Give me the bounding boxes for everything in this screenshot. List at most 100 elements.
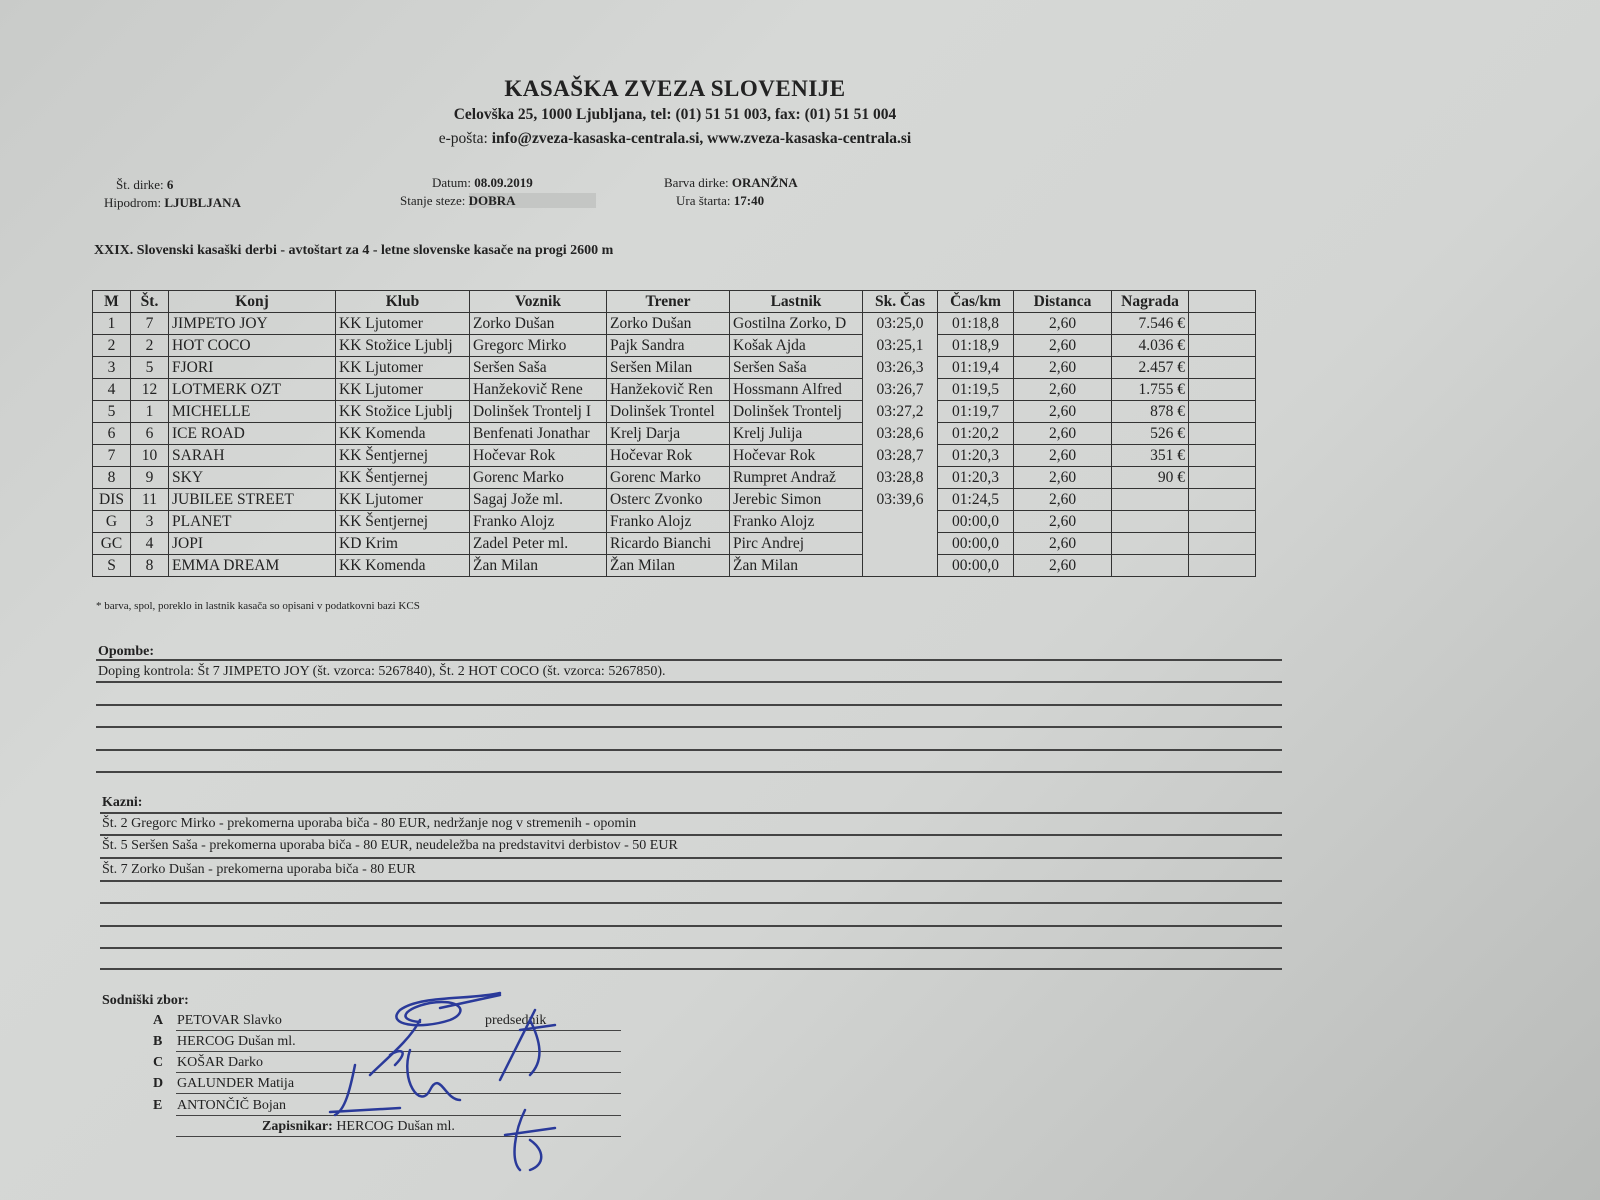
penalties-label: Kazni: (102, 795, 143, 810)
cell-club: KK Šentjernej (335, 466, 470, 489)
ruled-line (96, 659, 1282, 661)
penalty-line: Št. 7 Zorko Dušan - prekomerna uporaba b… (102, 862, 416, 877)
cell-total-time: 03:28,6 (862, 422, 938, 445)
recorder-label: Zapisnikar: (262, 1119, 333, 1134)
table-row: 3 5 FJORI KK Ljutomer Seršen Saša Seršen Mila… (92, 356, 1256, 379)
cell-trainer: Ricardo Bianchi (606, 532, 730, 555)
notes-label: Opombe: (98, 644, 154, 659)
table-header-row: M Št. Konj Klub Voznik Trener Lastnik Sk. Čas Ča… (92, 290, 1256, 313)
signature-line (176, 1093, 621, 1094)
footnote: * barva, spol, poreklo in lastnik kasača… (96, 600, 420, 612)
date-value: 08.09.2019 (474, 175, 533, 190)
cell-horse: JOPI (168, 532, 336, 555)
judge-b: B HERCOG Dušan ml. (153, 1034, 296, 1050)
cell-number: 10 (130, 444, 169, 467)
cell-total-time: 03:25,1 (862, 334, 938, 357)
table-row: 8 9 SKY KK Šentjernej Gorenc Marko Gorenc Mar… (92, 466, 1256, 489)
cell-club: KK Ljutomer (335, 488, 470, 511)
cell-owner: Jerebic Simon (729, 488, 863, 511)
cell-total-time: 03:27,2 (862, 400, 938, 423)
ruled-line (100, 968, 1282, 970)
column-header: Trener (606, 290, 730, 313)
results-table: M Št. Konj Klub Voznik Trener Lastnik Sk. Čas Ča… (92, 290, 1256, 577)
ruled-line (96, 771, 1282, 773)
cell-horse: LOTMERK OZT (168, 378, 336, 401)
cell-extra (1188, 554, 1256, 577)
judge-letter: E (153, 1098, 163, 1113)
start-time-value: 17:40 (733, 193, 765, 208)
email-label: e-pošta: (438, 130, 488, 147)
cell-horse: EMMA DREAM (168, 554, 336, 577)
cell-total-time: 03:25,0 (862, 312, 938, 335)
signature-c (406, 1048, 462, 1102)
hippodrome: Hipodrom: LJUBLJANA (104, 195, 241, 211)
penalty-line: Št. 2 Gregorc Mirko - prekomerna uporaba… (102, 816, 637, 831)
table-row: 7 10 SARAH KK Šentjernej Hočevar Rok Hočevar … (92, 444, 1256, 467)
cell-time-per-km: 00:00,0 (937, 532, 1014, 555)
ruled-line (100, 880, 1282, 882)
start-time: Ura štarta: 17:40 (676, 193, 764, 209)
ruled-line (100, 925, 1282, 927)
judge-a: A PETOVAR Slavko (153, 1013, 282, 1029)
cell-distance: 2,60 (1013, 532, 1112, 555)
cell-distance: 2,60 (1013, 312, 1112, 335)
race-number-label: Št. dirke: (116, 177, 164, 192)
cell-driver: Benfenati Jonathar (469, 422, 607, 445)
hippodrome-label: Hipodrom: (104, 195, 162, 210)
column-header: Sk. Čas (862, 290, 938, 313)
cell-owner: Pirc Andrej (729, 532, 863, 555)
table-row: GC 4 JOPI KD Krim Zadel Peter ml. Ricardo Bia… (92, 532, 1256, 555)
cell-horse: FJORI (168, 356, 336, 379)
judge-letter: C (153, 1055, 164, 1070)
cell-club: KK Šentjernej (335, 444, 470, 467)
cell-total-time: 03:28,8 (862, 466, 938, 489)
org-title: KASAŠKA ZVEZA SLOVENIJE (504, 76, 846, 101)
race-title: XXIX. Slovenski kasaški derbi - avtoštar… (94, 243, 614, 258)
judge-name: GALUNDER Matija (177, 1076, 295, 1091)
table-row: S 8 EMMA DREAM KK Komenda Žan Milan Žan Milan… (92, 554, 1256, 577)
cell-driver: Gorenc Marko (469, 466, 607, 489)
table-row: 6 6 ICE ROAD KK Komenda Benfenati Jonathar Kr… (92, 422, 1256, 445)
cell-time-per-km: 00:00,0 (937, 554, 1014, 577)
signature-d (328, 1063, 402, 1117)
cell-time-per-km: 01:20,3 (937, 444, 1014, 467)
ruled-line (100, 834, 1282, 836)
cell-club: KK Ljutomer (335, 312, 470, 335)
race-color-value: ORANŽNA (731, 175, 798, 190)
table-row: 5 1 MICHELLE KK Stožice Ljublj Dolinšek Tron… (92, 400, 1256, 423)
signature-line (176, 1136, 621, 1137)
judge-c: C KOŠAR Darko (153, 1055, 263, 1071)
race-color-label: Barva dirke: (664, 175, 729, 190)
column-header: Nagrada (1111, 290, 1189, 313)
cell-distance: 2,60 (1013, 510, 1112, 533)
cell-owner: Gostilna Zorko, D (729, 312, 863, 335)
race-number: Št. dirke: 6 (116, 177, 173, 193)
cell-prize: 7.546 € (1111, 312, 1189, 335)
cell-driver: Franko Alojz (469, 510, 607, 533)
cell-total-time: 03:28,7 (862, 444, 938, 467)
cell-trainer: Zorko Dušan (606, 312, 730, 335)
hippodrome-value: LJUBLJANA (164, 195, 241, 210)
ruled-line (100, 812, 1282, 814)
ruled-line (96, 704, 1282, 706)
cell-horse: SARAH (168, 444, 336, 467)
judge-letter: D (153, 1076, 164, 1091)
signature-a (395, 991, 502, 1027)
cell-trainer: Osterc Zvonko (606, 488, 730, 511)
track-condition: Stanje steze: DOBRA (400, 193, 596, 209)
judge-name: PETOVAR Slavko (177, 1013, 282, 1028)
cell-position: GC (92, 532, 131, 555)
start-time-label: Ura štarta: (676, 193, 731, 208)
cell-trainer: Hočevar Rok (606, 444, 730, 467)
cell-trainer: Krelj Darja (606, 422, 730, 445)
cell-club: KK Stožice Ljublj (335, 400, 470, 423)
table-row: G 3 PLANET KK Šentjernej Franko Alojz Franko … (92, 510, 1256, 533)
track-label: Stanje steze: (400, 193, 466, 208)
ruled-line (96, 681, 1282, 683)
cell-distance: 2,60 (1013, 488, 1112, 511)
table-body: 1 7 JIMPETO JOY KK Ljutomer Zorko Dušan Zorko… (92, 312, 1256, 577)
cell-owner: Hočevar Rok (729, 444, 863, 467)
cell-total-time: 03:39,6 (862, 488, 938, 511)
judge-letter: A (153, 1013, 164, 1028)
judge-name: KOŠAR Darko (177, 1055, 263, 1070)
